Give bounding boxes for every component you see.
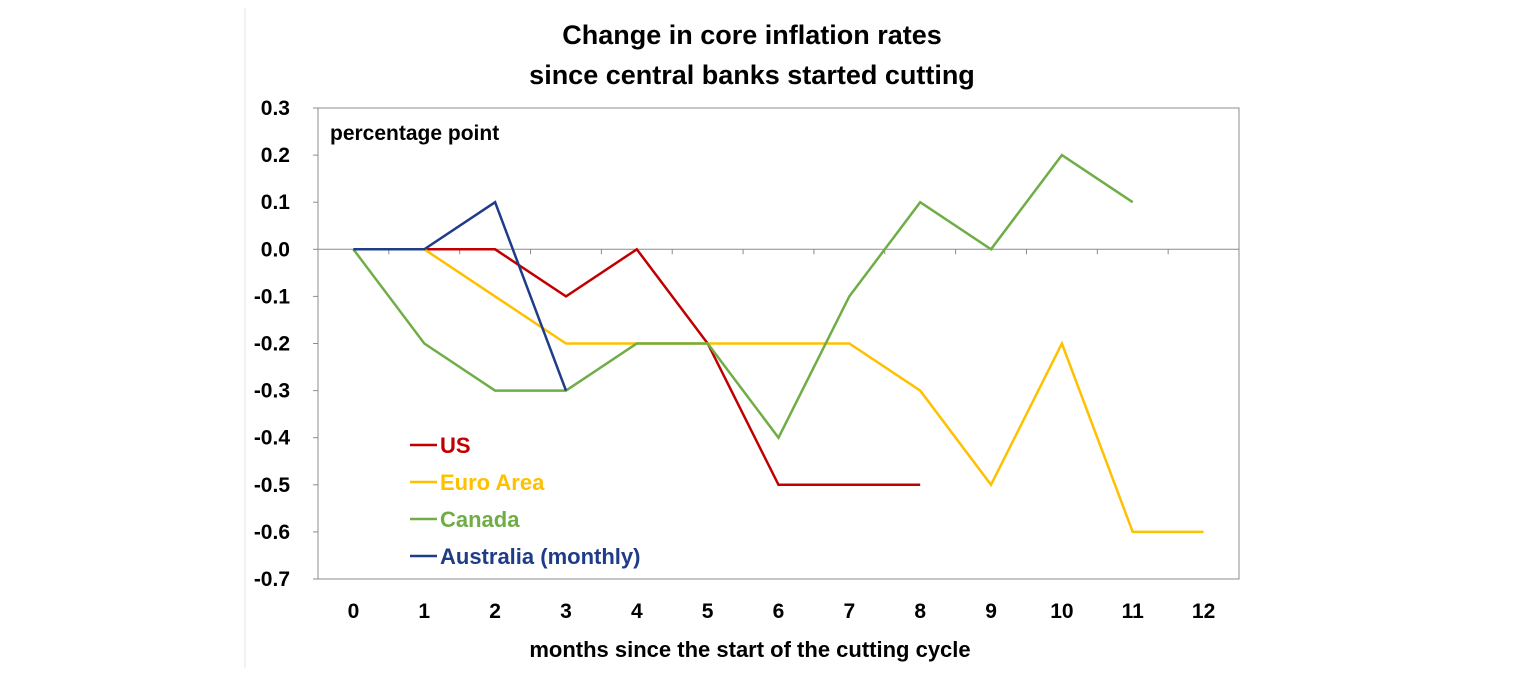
x-tick-label: 3 [560, 600, 572, 623]
units-label: percentage point [330, 122, 499, 145]
y-tick-label: 0.0 [261, 238, 290, 261]
x-tick-label: 10 [1050, 600, 1073, 623]
y-tick-label: 0.2 [261, 144, 290, 167]
x-tick-label: 8 [914, 600, 926, 623]
chart-title-line-2: since central banks started cutting [529, 60, 975, 90]
x-tick-label: 0 [348, 600, 360, 623]
legend-label-euro-area: Euro Area [440, 470, 545, 495]
legend-label-canada: Canada [440, 507, 520, 532]
y-axis-ticks: 0.3 0.2 0.1 0.0 -0.1 -0.2 -0.3 -0.4 -0.5 -0.6 -0.7 [254, 97, 318, 591]
x-axis-ticks: 0 1 2 3 4 5 6 7 8 9 10 11 12 [348, 600, 1216, 623]
x-tick-label: 7 [844, 600, 856, 623]
legend-label-australia-monthly: Australia (monthly) [440, 544, 640, 569]
series-line-euro-area [353, 248, 1204, 534]
y-tick-label: -0.7 [254, 568, 290, 591]
y-tick-label: 0.3 [261, 97, 290, 120]
series-line-australia-monthly [353, 200, 568, 392]
series-lines [352, 153, 1204, 534]
x-axis-title: months since the start of the cutting cy… [529, 637, 970, 662]
chart-title-line-1: Change in core inflation rates [562, 20, 942, 50]
x-tick-label: 2 [489, 600, 501, 623]
y-tick-label: 0.1 [261, 191, 291, 214]
y-tick-label: -0.5 [254, 474, 291, 497]
y-tick-label: -0.3 [254, 380, 290, 403]
x-tick-label: 1 [418, 600, 430, 623]
y-tick-label: -0.1 [254, 285, 291, 308]
y-tick-label: -0.4 [254, 427, 291, 450]
series-line-canada [352, 153, 1134, 441]
x-tick-label: 6 [773, 600, 785, 623]
y-tick-label: -0.6 [254, 521, 290, 544]
x-tick-label: 5 [702, 600, 714, 623]
y-tick-label: -0.2 [254, 333, 290, 356]
x-tick-label: 11 [1122, 600, 1145, 623]
x-tick-label: 4 [631, 600, 643, 623]
legend-label-us: US [440, 433, 471, 458]
series-line-us [353, 247, 921, 487]
legend: US Euro Area Canada Australia (monthly) [410, 433, 640, 569]
x-tick-label: 12 [1192, 600, 1215, 623]
x-tick-label: 9 [985, 600, 997, 623]
